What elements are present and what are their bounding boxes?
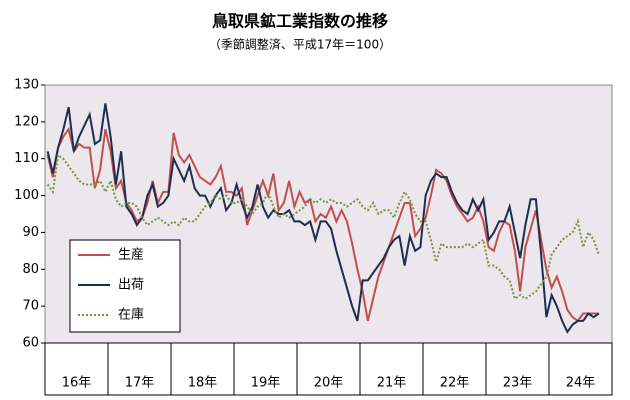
- x-tick-label: 23年: [503, 376, 533, 391]
- chart-subtitle: （季節調整済、平成17年＝100）: [209, 37, 391, 52]
- x-tick-label: 18年: [188, 376, 218, 391]
- y-tick-label: 110: [14, 151, 39, 166]
- y-tick-label: 90: [22, 225, 39, 240]
- y-tick-label: 80: [22, 262, 39, 277]
- x-tick-label: 21年: [377, 376, 407, 391]
- series-line: [46, 126, 599, 323]
- y-tick-label: 70: [22, 299, 39, 314]
- y-tick-label: 130: [14, 78, 39, 93]
- series-line: [46, 103, 600, 334]
- x-tick-label: 20年: [314, 376, 344, 391]
- x-tick-label: 19年: [251, 376, 281, 391]
- legend-label: 出荷: [118, 278, 144, 293]
- y-tick-label: 120: [14, 114, 39, 129]
- x-tick-label: 17年: [125, 376, 155, 391]
- legend-label: 在庫: [118, 308, 144, 323]
- series-line: [46, 153, 600, 301]
- legend-label: 生産: [118, 247, 144, 263]
- x-tick-label: 24年: [566, 376, 596, 391]
- y-tick-label: 100: [14, 188, 39, 203]
- x-tick-label: 22年: [440, 376, 470, 391]
- y-tick-label: 60: [22, 336, 39, 351]
- x-axis-box: [44, 342, 613, 396]
- chart-title: 鳥取県鉱工業指数の推移: [212, 12, 388, 31]
- x-tick-label: 16年: [62, 376, 92, 391]
